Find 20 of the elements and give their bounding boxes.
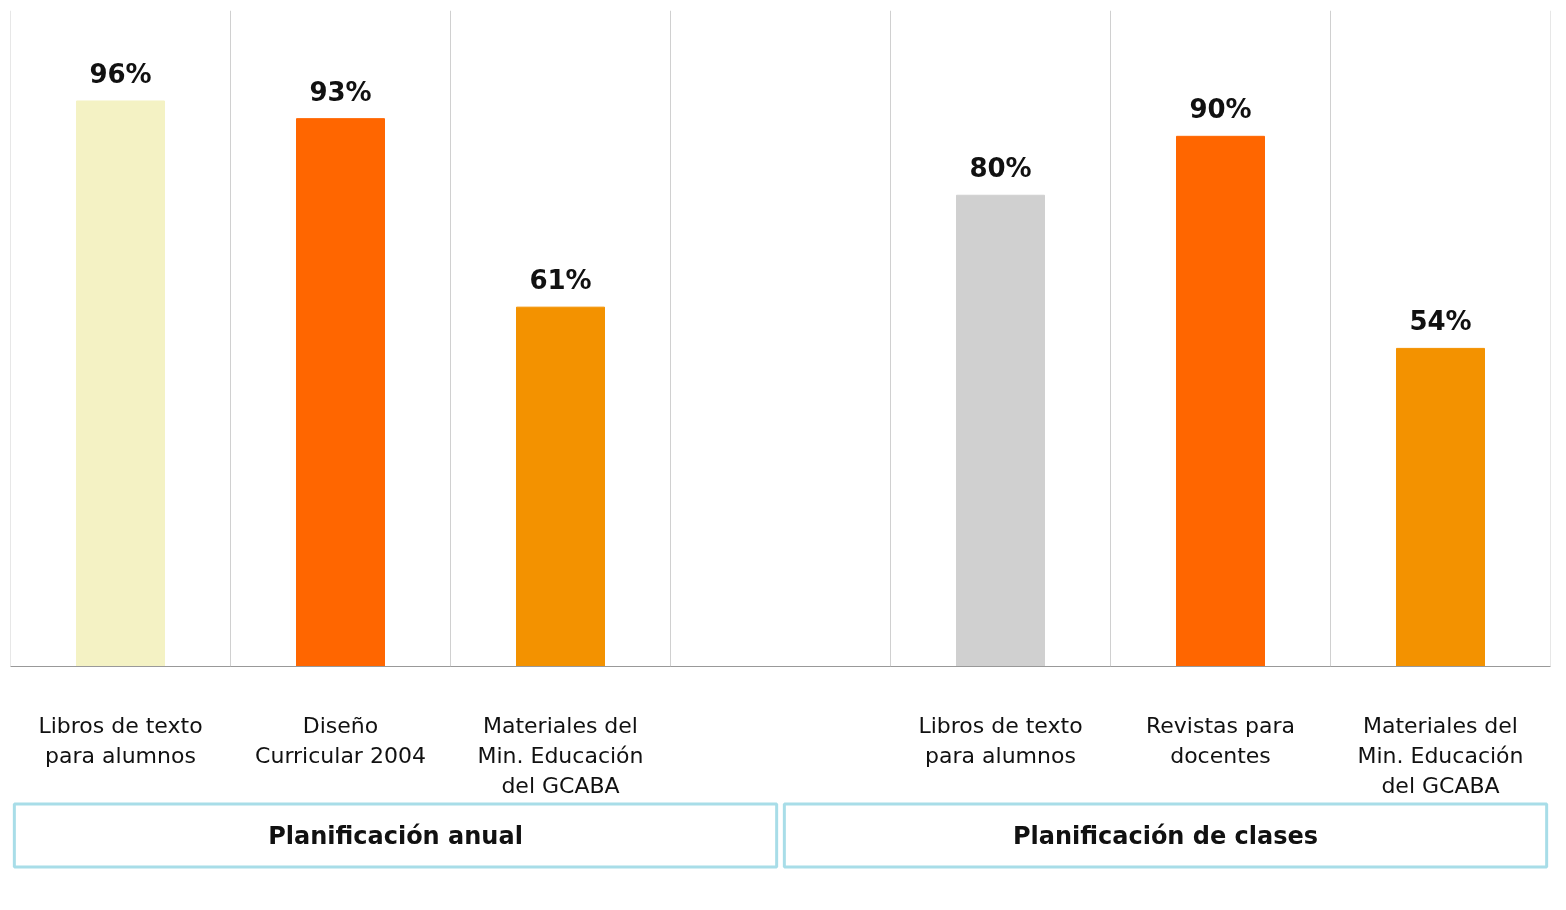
data-label: 93% xyxy=(309,76,372,107)
bar xyxy=(956,194,1045,667)
data-label: 80% xyxy=(969,153,1032,184)
data-label: 54% xyxy=(1409,306,1472,337)
bar xyxy=(1176,135,1265,667)
data-label: 90% xyxy=(1189,94,1252,125)
x-tick-label: Libros de texto para alumnos xyxy=(38,712,203,768)
text: Planificación anual xyxy=(268,821,523,850)
x-tick-label: Materiales del Min. Educación del GCABA xyxy=(477,712,644,798)
x-tick-label: Diseño Curricular 2004 xyxy=(255,712,426,768)
x-tick-label: Revistas para docentes xyxy=(1146,712,1295,768)
bar xyxy=(296,118,385,667)
data-label: 96% xyxy=(89,58,152,89)
bar xyxy=(76,100,165,667)
x-tick-label: Materiales del Min. Educación del GCABA xyxy=(1357,712,1524,798)
bar xyxy=(1396,347,1485,667)
text: Planificación de clases xyxy=(1012,821,1319,850)
bar xyxy=(516,306,605,667)
data-label: 61% xyxy=(529,265,592,296)
x-tick-label: Libros de texto para alumnos xyxy=(918,712,1083,768)
